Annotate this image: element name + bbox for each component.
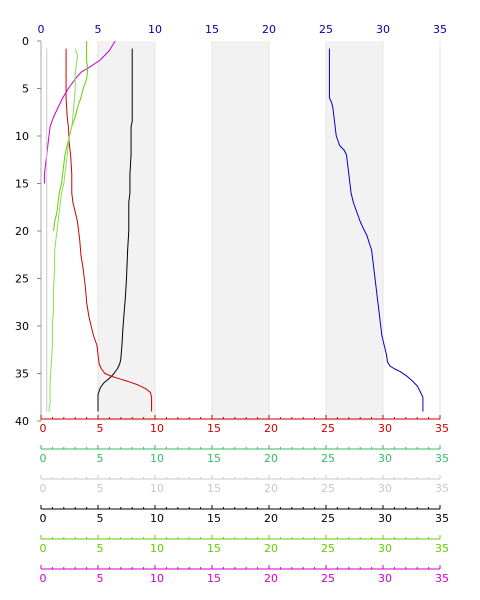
grid-band — [98, 41, 155, 421]
tick-label: 30 — [378, 452, 392, 465]
top-tick-label: 10 — [148, 23, 162, 36]
axis-red: 0 5 10 15 20 25 30 35 — [40, 415, 449, 435]
tick-label: 10 — [150, 572, 164, 585]
tick-label: 15 — [207, 572, 221, 585]
tick-label: 5 — [97, 512, 104, 525]
tick-label: 0 — [40, 512, 47, 525]
series-black — [97, 48, 133, 412]
tick-label: 30 — [378, 542, 392, 555]
y-tick-label: 25 — [15, 273, 29, 286]
y-tick-label: 20 — [15, 225, 29, 238]
tick-label: 15 — [207, 512, 221, 525]
series-lime — [53, 41, 89, 232]
top-tick-label: 20 — [262, 23, 276, 36]
tick-label: 10 — [150, 422, 164, 435]
tick-label: 30 — [378, 482, 392, 495]
tick-label: 30 — [378, 572, 392, 585]
tick-label: 20 — [264, 542, 278, 555]
tick-label: 25 — [321, 422, 335, 435]
y-tick-label: 10 — [15, 130, 29, 143]
tick-label: 25 — [321, 542, 335, 555]
axis-black: 0 5 10 15 20 25 30 35 — [40, 505, 449, 525]
y-axis: 0 5 10 15 20 25 30 35 40 — [15, 35, 41, 428]
y-tick-label: 0 — [22, 35, 29, 48]
tick-label: 20 — [264, 422, 278, 435]
tick-label: 0 — [40, 452, 47, 465]
tick-label: 15 — [207, 452, 221, 465]
tick-label: 15 — [207, 482, 221, 495]
y-tick-label: 40 — [15, 415, 29, 428]
y-tick-label: 35 — [15, 368, 29, 381]
tick-label: 10 — [150, 452, 164, 465]
grid-band — [212, 41, 269, 421]
tick-label: 20 — [264, 482, 278, 495]
tick-label: 25 — [321, 572, 335, 585]
top-axis: 0 5 10 15 20 25 30 35 — [38, 23, 448, 36]
tick-label: 10 — [150, 542, 164, 555]
tick-label: 25 — [321, 512, 335, 525]
tick-label: 20 — [264, 452, 278, 465]
tick-label: 20 — [264, 572, 278, 585]
tick-label: 35 — [435, 422, 449, 435]
tick-label: 5 — [97, 422, 104, 435]
series-red — [65, 48, 153, 412]
top-tick-label: 15 — [205, 23, 219, 36]
tick-label: 25 — [321, 482, 335, 495]
tick-label: 0 — [40, 422, 47, 435]
y-tick-label: 5 — [22, 83, 29, 96]
tick-label: 5 — [97, 572, 104, 585]
tick-label: 30 — [378, 512, 392, 525]
top-tick-label: 35 — [433, 23, 447, 36]
tick-label: 20 — [264, 512, 278, 525]
series-lightgreen — [48, 48, 78, 412]
tick-label: 0 — [40, 482, 47, 495]
tick-label: 0 — [40, 572, 47, 585]
top-tick-label: 5 — [95, 23, 102, 36]
tick-label: 35 — [435, 542, 449, 555]
grid-lines — [40, 41, 441, 421]
tick-label: 10 — [150, 512, 164, 525]
top-tick-label: 30 — [376, 23, 390, 36]
grid-bands — [98, 41, 383, 421]
axis-teal: 0 5 10 15 20 25 30 35 — [40, 445, 449, 465]
tick-label: 35 — [435, 482, 449, 495]
axis-lime: 0 5 10 15 20 25 30 35 — [40, 535, 449, 555]
y-tick-label: 15 — [15, 178, 29, 191]
tick-label: 15 — [207, 422, 221, 435]
tick-label: 30 — [378, 422, 392, 435]
grid-band — [326, 41, 383, 421]
tick-label: 35 — [435, 512, 449, 525]
series-blue — [328, 48, 424, 412]
tick-label: 10 — [150, 482, 164, 495]
axis-lightgrey: 0 5 10 15 20 25 30 35 — [40, 475, 449, 495]
tick-label: 5 — [97, 542, 104, 555]
tick-label: 25 — [321, 452, 335, 465]
tick-label: 5 — [97, 482, 104, 495]
tick-label: 0 — [40, 542, 47, 555]
tick-label: 15 — [207, 542, 221, 555]
tick-label: 5 — [97, 452, 104, 465]
tick-label: 35 — [435, 572, 449, 585]
top-tick-label: 0 — [38, 23, 45, 36]
top-tick-label: 25 — [319, 23, 333, 36]
y-tick-label: 30 — [15, 320, 29, 333]
axis-magenta: 0 5 10 15 20 25 30 35 — [40, 565, 449, 585]
series-layer — [43, 40, 424, 412]
tick-label: 35 — [435, 452, 449, 465]
bottom-axes: 0 5 10 15 20 25 30 35 0 5 10 15 20 25 30 35 0 5 10 15 20 25 30… — [40, 415, 449, 585]
